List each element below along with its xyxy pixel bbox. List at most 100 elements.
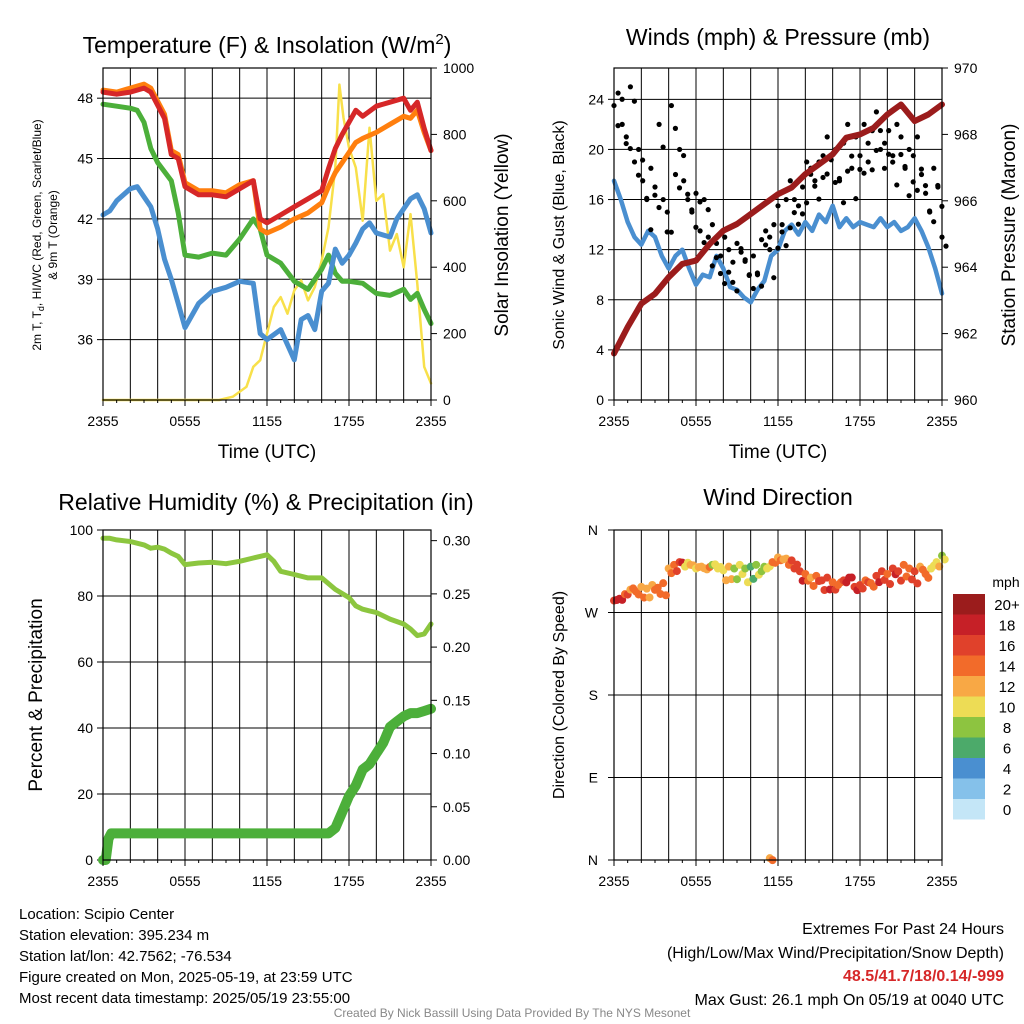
x-tick-label: 0555 bbox=[169, 873, 200, 889]
gust-point bbox=[923, 190, 929, 196]
x-tick-label: 2355 bbox=[415, 413, 446, 429]
gust-point bbox=[943, 243, 949, 249]
legend-label: 20+ bbox=[994, 597, 1020, 614]
x-tick-label: 1755 bbox=[844, 873, 875, 889]
gust-point bbox=[705, 207, 711, 213]
gust-point bbox=[775, 245, 781, 251]
gust-point bbox=[931, 219, 937, 225]
gust-point bbox=[693, 224, 699, 230]
series-line-red bbox=[100, 85, 434, 226]
y2-tick-label: 968 bbox=[954, 126, 978, 142]
y-tick-label: 40 bbox=[77, 720, 93, 736]
gust-point bbox=[623, 140, 629, 147]
y-tick-label: 16 bbox=[588, 192, 604, 208]
gust-point bbox=[734, 288, 740, 294]
y-tick-label: 12 bbox=[588, 242, 604, 258]
legend-swatch bbox=[953, 799, 985, 820]
x-tick-label: 1155 bbox=[252, 413, 282, 429]
gust-point bbox=[734, 240, 740, 246]
gust-point bbox=[865, 140, 871, 146]
direction-point bbox=[872, 571, 881, 580]
gust-point bbox=[935, 184, 941, 190]
direction-point bbox=[659, 579, 668, 588]
gust-point bbox=[722, 234, 728, 240]
y2-tick-label: 966 bbox=[954, 193, 978, 209]
gust-point bbox=[845, 168, 851, 174]
legend-label: 16 bbox=[999, 638, 1016, 655]
extremes-values: 48.5/41.7/18/0.14/-999 bbox=[842, 968, 1004, 985]
gust-point bbox=[660, 196, 666, 203]
gust-point bbox=[869, 167, 875, 173]
gust-point bbox=[697, 228, 703, 234]
direction-point bbox=[883, 570, 892, 578]
gust-point bbox=[648, 165, 654, 171]
direction-point bbox=[823, 573, 832, 582]
x-tick-label: 1155 bbox=[252, 873, 282, 889]
y2-axis-label: Solar Insolation (Yellow) bbox=[492, 133, 513, 336]
gust-point bbox=[730, 259, 736, 265]
direction-point bbox=[858, 584, 867, 593]
direction-point bbox=[886, 580, 895, 589]
y2-tick-label: 200 bbox=[443, 326, 467, 342]
legend-label: 12 bbox=[999, 679, 1016, 696]
gust-point bbox=[672, 171, 679, 178]
y2-tick-label: 600 bbox=[443, 193, 467, 209]
x-axis-label: Time (UTC) bbox=[729, 442, 828, 463]
direction-point bbox=[749, 574, 758, 583]
y-tick-label: 0 bbox=[596, 392, 604, 408]
elevation-text: Station elevation: 395.234 m bbox=[19, 927, 210, 944]
gust-point bbox=[709, 222, 716, 228]
gust-point bbox=[865, 159, 871, 165]
y-tick-label: 0 bbox=[85, 852, 93, 868]
gust-point bbox=[754, 272, 761, 278]
gust-point bbox=[873, 109, 880, 115]
direction-point bbox=[913, 579, 922, 588]
gust-point bbox=[791, 209, 797, 216]
gust-point bbox=[787, 178, 793, 184]
gust-point bbox=[910, 153, 916, 159]
gust-point bbox=[693, 190, 699, 196]
direction-point bbox=[793, 560, 802, 569]
gust-point bbox=[820, 174, 826, 181]
gust-point bbox=[746, 272, 752, 278]
gust-point bbox=[742, 257, 748, 263]
x-tick-label: 2355 bbox=[598, 873, 629, 889]
gust-point bbox=[910, 179, 916, 185]
x-tick-label: 1155 bbox=[763, 873, 793, 889]
gust-point bbox=[709, 263, 715, 269]
gust-point bbox=[799, 211, 806, 217]
gust-point bbox=[644, 196, 650, 203]
x-tick-label: 0555 bbox=[169, 413, 200, 429]
gust-point bbox=[898, 151, 904, 158]
y-tick-label: N bbox=[588, 852, 598, 868]
chart-title: Wind Direction bbox=[703, 484, 853, 510]
y-tick-label: S bbox=[589, 687, 598, 703]
x-tick-label: 0555 bbox=[680, 413, 711, 429]
gust-point bbox=[664, 229, 670, 235]
gust-point bbox=[701, 239, 707, 246]
y-axis-label-line2: & 9m T (Orange) bbox=[46, 190, 60, 280]
gust-point bbox=[849, 165, 855, 171]
y-axis-label: Sonic Wind & Gust (Blue, Black) bbox=[551, 120, 568, 349]
chart-title: Winds (mph) & Pressure (mb) bbox=[626, 24, 930, 50]
y-tick-label: N bbox=[588, 522, 598, 538]
gust-point bbox=[840, 200, 847, 206]
gust-point bbox=[800, 184, 806, 190]
x-tick-label: 1155 bbox=[763, 413, 793, 429]
x-tick-label: 0555 bbox=[680, 873, 711, 889]
gust-point bbox=[824, 134, 830, 140]
temperature-chart: 36 39 42 45 48 0 200 400 600 800 1000 2355 0555 1155 1… bbox=[30, 31, 513, 463]
gust-point bbox=[730, 279, 736, 285]
gust-point bbox=[898, 134, 904, 140]
legend-swatch bbox=[953, 696, 985, 717]
series-line-pressure bbox=[611, 101, 945, 357]
gust-point bbox=[890, 159, 896, 165]
gust-point bbox=[635, 172, 642, 178]
humidity-chart: 0 20 40 60 80 100 0.00 0.05 0.10 0.15 0.20 0.25 0.30… bbox=[26, 489, 474, 889]
legend-swatch bbox=[953, 614, 985, 635]
legend-label: 8 bbox=[1003, 720, 1011, 737]
y-tick-label: 48 bbox=[77, 90, 93, 106]
legend-swatch bbox=[953, 778, 985, 799]
direction-point bbox=[653, 583, 662, 592]
